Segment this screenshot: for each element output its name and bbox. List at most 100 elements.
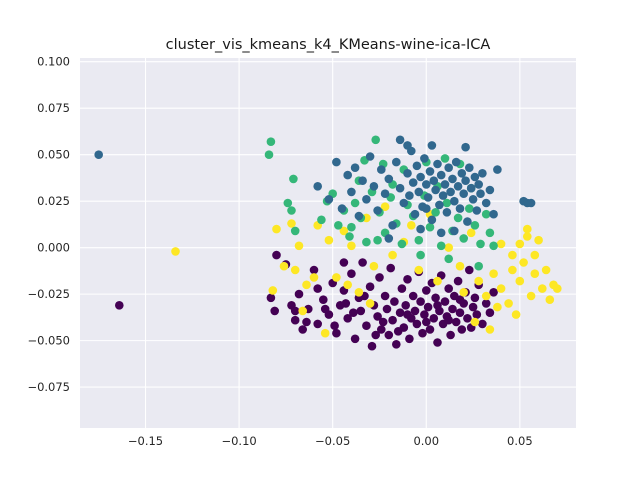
data-point-cluster-0 (489, 288, 498, 297)
data-point-cluster-1 (399, 198, 409, 208)
data-point-cluster-3 (489, 269, 498, 279)
data-point-cluster-0 (382, 304, 392, 314)
data-point-cluster-1 (332, 157, 341, 167)
data-point-cluster-1 (461, 176, 470, 185)
data-point-cluster-3 (354, 288, 364, 297)
data-point-cluster-3 (369, 261, 379, 271)
data-point-cluster-0 (455, 295, 465, 305)
data-point-cluster-2 (481, 209, 491, 219)
y-tick-label: −0.050 (27, 334, 70, 348)
data-point-cluster-2 (347, 222, 356, 232)
x-tick-label: −0.15 (128, 434, 163, 448)
data-point-cluster-0 (266, 293, 276, 303)
data-point-cluster-1 (416, 224, 425, 234)
data-point-cluster-0 (380, 291, 390, 301)
data-point-cluster-3 (515, 239, 525, 249)
data-point-cluster-1 (395, 183, 405, 193)
data-point-cluster-0 (388, 315, 397, 325)
data-point-cluster-0 (298, 325, 308, 334)
data-point-cluster-2 (317, 215, 326, 225)
data-point-cluster-2 (266, 137, 276, 146)
data-point-cluster-1 (403, 141, 412, 150)
data-point-cluster-0 (339, 258, 349, 267)
data-point-cluster-3 (365, 299, 375, 308)
data-point-cluster-0 (375, 273, 384, 282)
data-points (94, 135, 562, 351)
data-point-cluster-2 (362, 237, 371, 247)
data-point-cluster-0 (403, 275, 412, 284)
data-point-cluster-0 (403, 310, 412, 319)
data-point-cluster-1 (474, 180, 484, 189)
data-point-cluster-3 (508, 265, 517, 275)
y-tick-label: 0.100 (37, 55, 70, 69)
data-point-cluster-1 (373, 206, 382, 215)
data-point-cluster-0 (470, 293, 480, 303)
data-point-cluster-0 (401, 301, 411, 310)
data-point-cluster-0 (320, 304, 330, 314)
data-point-cluster-0 (367, 341, 377, 351)
data-point-cluster-0 (444, 284, 454, 293)
data-point-cluster-0 (468, 302, 478, 312)
data-point-cluster-3 (272, 224, 281, 234)
data-point-cluster-1 (427, 141, 437, 150)
data-point-cluster-2 (440, 154, 450, 163)
data-point-cluster-1 (493, 165, 502, 174)
data-point-cluster-1 (354, 211, 364, 221)
data-point-cluster-0 (412, 319, 422, 329)
data-point-cluster-1 (324, 195, 334, 204)
data-point-cluster-2 (476, 239, 485, 249)
data-point-cluster-0 (422, 286, 431, 295)
data-point-cluster-0 (290, 306, 300, 316)
data-point-cluster-3 (496, 239, 506, 249)
data-point-cluster-0 (115, 301, 124, 310)
data-point-cluster-1 (384, 234, 394, 243)
data-point-cluster-2 (453, 213, 463, 223)
data-point-cluster-1 (436, 228, 446, 238)
data-point-cluster-0 (377, 325, 386, 334)
data-point-cluster-3 (455, 261, 465, 271)
data-point-cluster-3 (530, 269, 540, 279)
data-point-cluster-2 (334, 221, 343, 230)
data-point-cluster-2 (290, 226, 300, 236)
data-point-cluster-1 (403, 169, 412, 178)
data-point-cluster-1 (343, 170, 353, 180)
chart-title: cluster_vis_kmeans_k4_KMeans-wine-ica-IC… (166, 37, 491, 53)
data-point-cluster-0 (422, 317, 431, 327)
data-point-cluster-0 (313, 284, 323, 293)
data-point-cluster-1 (453, 182, 463, 191)
data-point-cluster-1 (468, 195, 478, 204)
data-point-cluster-1 (427, 215, 437, 225)
data-point-cluster-2 (373, 235, 382, 245)
data-point-cluster-0 (395, 308, 405, 318)
data-point-cluster-1 (313, 182, 323, 191)
data-point-cluster-0 (431, 293, 440, 303)
data-point-cluster-0 (420, 310, 429, 319)
x-tick-labels: −0.15 −0.10 −0.05 0.00 0.05 (128, 434, 533, 448)
data-point-cluster-0 (358, 258, 367, 267)
data-point-cluster-3 (287, 219, 296, 228)
data-point-cluster-2 (459, 234, 469, 243)
data-point-cluster-1 (457, 169, 467, 178)
y-tick-label: 0.075 (37, 101, 70, 115)
y-tick-label: −0.075 (27, 380, 70, 394)
data-point-cluster-0 (397, 284, 407, 293)
data-point-cluster-1 (405, 191, 414, 200)
data-point-cluster-3 (545, 295, 555, 305)
data-point-cluster-0 (463, 314, 472, 323)
data-point-cluster-0 (457, 325, 467, 334)
y-tick-label: −0.025 (27, 287, 70, 301)
data-point-cluster-2 (442, 198, 452, 208)
data-point-cluster-0 (373, 312, 382, 321)
data-point-cluster-2 (264, 150, 274, 159)
data-point-cluster-1 (448, 174, 457, 184)
data-point-cluster-1 (485, 185, 495, 195)
data-point-cluster-2 (416, 250, 425, 260)
data-point-cluster-2 (489, 241, 498, 251)
data-point-cluster-3 (324, 235, 334, 245)
data-point-cluster-1 (472, 206, 482, 215)
y-tick-label: 0.000 (37, 241, 70, 255)
data-point-cluster-2 (283, 198, 293, 208)
data-point-cluster-1 (450, 226, 459, 236)
data-point-cluster-1 (463, 217, 472, 226)
